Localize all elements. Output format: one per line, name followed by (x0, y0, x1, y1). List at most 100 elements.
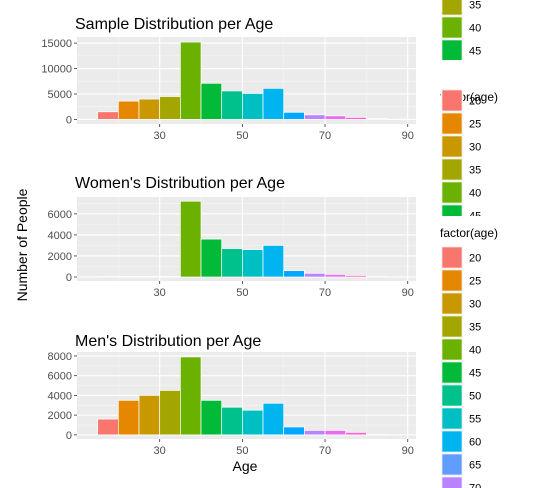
bar-age-40 (180, 356, 202, 436)
bar-age-55 (242, 409, 264, 436)
legend-label: 35 (469, 322, 481, 334)
legend-swatch-35 (441, 315, 463, 338)
bar-age-25 (117, 276, 140, 278)
bar-age-85 (366, 434, 388, 436)
y-tick-label: 4000 (48, 390, 72, 402)
bar-age-50 (221, 248, 243, 278)
bar-age-25 (117, 100, 140, 120)
legend-swatch-25 (441, 112, 463, 135)
y-tick-label: 6000 (48, 371, 72, 383)
bar-age-35 (159, 390, 181, 436)
bar-age-45 (200, 399, 223, 436)
bar-age-65 (283, 270, 305, 278)
chart-panel-2: 0 2000 4000 6000 30 50 70 90 Women's Distributio… (48, 175, 416, 299)
legend-swatch-65 (441, 453, 463, 476)
legend-label: 30 (469, 299, 481, 311)
legend-swatch-45 (441, 361, 463, 384)
bar-age-65 (283, 426, 305, 436)
x-tick-label: 70 (319, 130, 331, 142)
legend-swatch-40 (441, 338, 463, 361)
legend-label: 45 (469, 368, 481, 380)
legend-label: 40 (469, 188, 481, 200)
legend-swatch-40 (441, 181, 463, 204)
bar-age-60 (262, 402, 285, 436)
y-tick-label: 10000 (41, 64, 72, 76)
legend-swatch-40 (441, 16, 463, 39)
bar-age-75 (324, 430, 347, 436)
legend-label: 65 (469, 460, 481, 472)
legend-swatch-50 (441, 384, 463, 407)
y-tick-label: 2000 (48, 410, 72, 422)
bar-age-80 (345, 432, 367, 436)
bar-age-65 (283, 111, 305, 120)
legend-swatch-30 (441, 135, 463, 158)
legend-label: 20 (469, 96, 481, 108)
x-tick-label: 70 (319, 445, 331, 457)
bar-age-70 (304, 430, 326, 436)
legend-label: 35 (469, 0, 481, 12)
legend-label: 25 (469, 276, 481, 288)
legend-swatch-30 (441, 292, 463, 315)
y-tick-label: 15000 (41, 38, 72, 50)
bar-age-85 (366, 276, 388, 278)
legend-label: 40 (469, 23, 481, 35)
legend-label: 50 (469, 391, 481, 403)
legend-label: 60 (469, 437, 481, 449)
y-tick-label: 5000 (48, 89, 72, 101)
legend-label: 30 (469, 142, 481, 154)
y-tick-label: 0 (66, 430, 72, 442)
y-tick-label: 0 (66, 272, 72, 284)
bar-age-40 (180, 200, 202, 278)
legend-label: 25 (469, 119, 481, 131)
legend-label: 20 (469, 253, 481, 265)
legend-title: factor(age) (440, 226, 498, 240)
bar-age-50 (221, 90, 243, 120)
bar-age-20 (97, 111, 119, 120)
bar-age-60 (262, 245, 285, 278)
legend-swatch-45 (441, 39, 463, 60)
x-tick-label: 90 (402, 445, 414, 457)
legend-label: 55 (469, 414, 481, 426)
shared-y-axis-label: Number of People (14, 188, 30, 301)
bar-age-20 (97, 418, 119, 436)
x-tick-label: 50 (236, 287, 248, 299)
bar-age-55 (242, 93, 264, 120)
bar-age-70 (304, 114, 326, 120)
legend-swatch-35 (441, 0, 463, 16)
legend-label: 35 (469, 165, 481, 177)
bar-age-80 (345, 275, 367, 278)
x-tick-label: 50 (236, 130, 248, 142)
x-tick-label: 30 (154, 445, 166, 457)
x-tick-label: 30 (154, 287, 166, 299)
bar-age-20 (97, 276, 119, 278)
bar-age-70 (304, 272, 326, 278)
x-tick-label: 30 (154, 130, 166, 142)
bar-age-80 (345, 117, 367, 120)
legend-label: 70 (469, 483, 481, 488)
chart-panel-1: 0 5000 10000 15000 30 50 70 90 Sample Distributi… (41, 16, 416, 142)
bar-age-60 (262, 88, 285, 120)
x-tick-label: 50 (236, 445, 248, 457)
bar-age-85 (366, 118, 388, 120)
y-tick-label: 0 (66, 114, 72, 126)
y-tick-label: 4000 (48, 230, 72, 242)
bar-age-25 (117, 399, 140, 436)
legend-swatch-20 (441, 89, 463, 112)
y-tick-label: 6000 (48, 209, 72, 221)
bar-age-45 (200, 82, 223, 120)
bar-age-40 (180, 41, 202, 120)
legend-swatch-20 (441, 246, 463, 269)
shared-x-axis-label: Age (233, 458, 258, 474)
x-tick-label: 70 (319, 287, 331, 299)
chart-title: Sample Distribution per Age (75, 16, 273, 33)
legend-swatch-70 (441, 476, 463, 488)
bar-age-30 (138, 395, 161, 436)
y-tick-label: 2000 (48, 251, 72, 263)
bar-age-55 (242, 249, 264, 278)
chart-title: Women's Distribution per Age (75, 175, 285, 192)
legend-label: 45 (469, 46, 481, 58)
chart-panel-3: 0 2000 4000 6000 8000 30 50 70 90 Men's Distribut… (48, 333, 416, 457)
x-tick-label: 90 (402, 287, 414, 299)
bar-age-75 (324, 274, 347, 278)
